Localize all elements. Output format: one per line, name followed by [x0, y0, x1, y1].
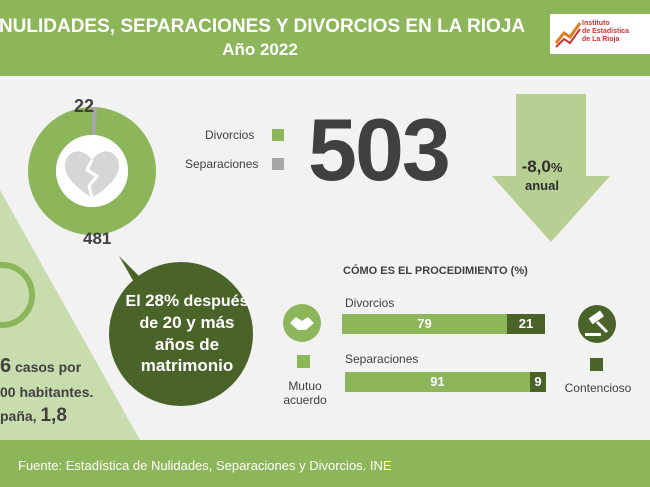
legend-divorcios-label: Divorcios — [205, 128, 255, 142]
left-rate-line2: 00 habitantes. — [0, 384, 94, 400]
left-rate-line3: paña, 1,8 — [0, 405, 67, 426]
handshake-icon — [283, 304, 321, 342]
mutuo-swatch — [297, 355, 310, 368]
donut-divorcios-label: 481 — [83, 229, 112, 248]
procedure-title: CÓMO ES EL PROCEDIMIENTO (%) — [343, 265, 528, 277]
mutuo-label: Mutuo acuerdo — [283, 379, 327, 407]
contencioso-swatch — [590, 358, 603, 371]
bar-separaciones-mutuo: 91 — [345, 372, 530, 392]
procedure-row-label: Divorcios — [345, 296, 395, 310]
donut-chart — [28, 107, 156, 235]
bar-divorcios-mutuo: 79 — [342, 314, 507, 334]
donut-separaciones-label: 22 — [74, 96, 95, 116]
bar-separaciones-contencioso: 9 — [530, 372, 546, 392]
legend-divorcios-swatch — [272, 129, 284, 141]
speech-bubble — [109, 256, 253, 406]
down-arrow-icon — [492, 94, 610, 242]
header-banner — [0, 0, 650, 76]
procedure-row-label: Separaciones — [345, 352, 419, 366]
logo-text: Instituto de Estadística de La Rioja — [582, 20, 630, 43]
footer-banner — [0, 440, 650, 487]
contencioso-label: Contencioso — [564, 381, 632, 395]
bar-divorcios-contencioso: 21 — [507, 314, 545, 334]
left-rate-line1: 6 casos por — [0, 355, 82, 377]
annual-change: -8,0% anual — [521, 157, 563, 194]
legend-separaciones-swatch — [272, 158, 284, 170]
page-title: NULIDADES, SEPARACIONES Y DIVORCIOS EN L… — [0, 16, 526, 37]
total-count: 503 — [308, 100, 451, 199]
gavel-icon — [578, 305, 616, 343]
source-note: Fuente: Estadística de Nulidades, Separa… — [18, 458, 392, 473]
legend-separaciones-label: Separaciones — [185, 157, 259, 171]
logo[interactable] — [550, 14, 650, 54]
bubble-text: El 28% después de 20 y más años de matri… — [125, 291, 249, 375]
left-decor-panel — [0, 190, 140, 440]
chart-logo-icon — [554, 22, 582, 48]
broken-heart-icon — [64, 151, 120, 199]
page-subtitle: Año 2022 — [222, 40, 298, 59]
